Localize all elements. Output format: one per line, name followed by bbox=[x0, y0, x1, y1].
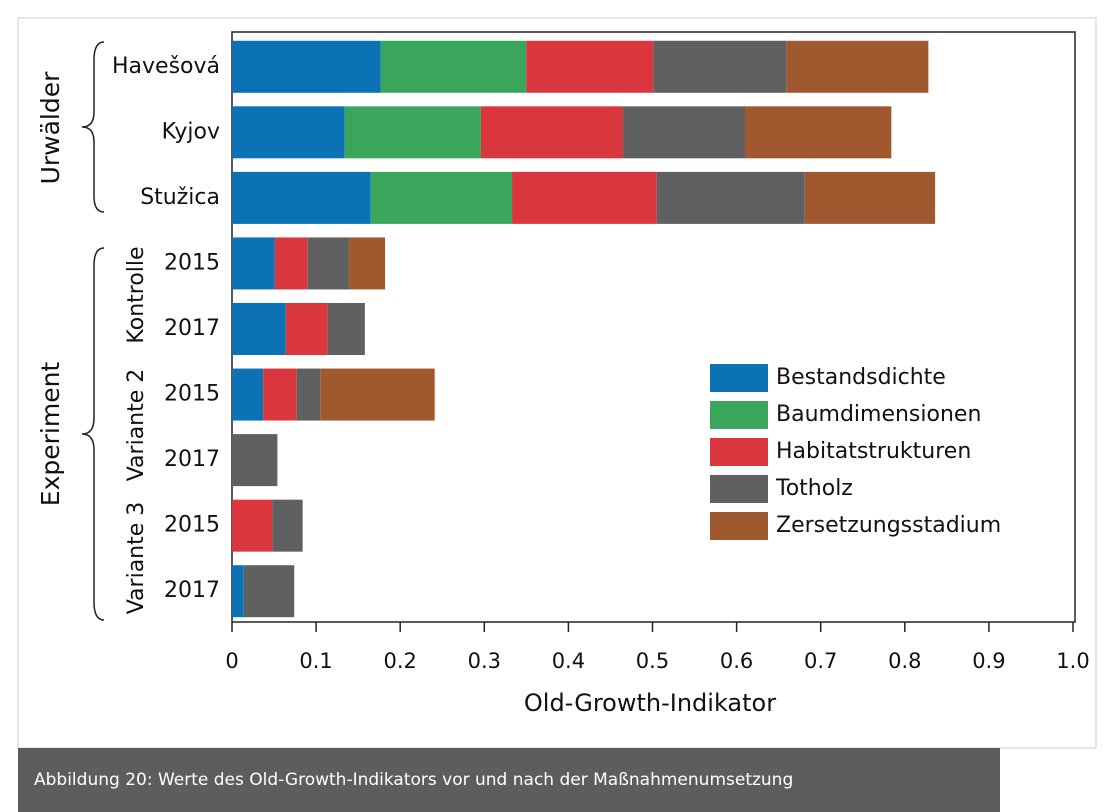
bar-segment bbox=[232, 237, 275, 290]
bar-segment bbox=[232, 565, 244, 618]
group-label: Urwälder bbox=[36, 71, 65, 185]
legend-swatch bbox=[710, 364, 768, 392]
bar-segment bbox=[327, 303, 365, 355]
bar-segment bbox=[232, 40, 381, 93]
legend-swatch bbox=[710, 438, 768, 466]
x-tick-label: 0 bbox=[225, 649, 238, 673]
bar-segment bbox=[526, 40, 654, 93]
x-tick-label: 0.9 bbox=[972, 649, 1005, 673]
bar-segment bbox=[745, 106, 892, 159]
bar-segment bbox=[296, 368, 321, 421]
bar-segment bbox=[263, 368, 297, 421]
bar-segment bbox=[232, 106, 345, 159]
legend-swatch bbox=[710, 401, 768, 429]
bar-segment bbox=[656, 171, 805, 224]
x-tick-label: 0.8 bbox=[888, 649, 921, 673]
y-tick-label: Havešová bbox=[112, 54, 220, 79]
x-axis-label: Old-Growth-Indikator bbox=[524, 689, 776, 717]
bar-segment bbox=[274, 237, 308, 290]
y-tick-label: 2015 bbox=[164, 250, 220, 275]
bar-segment bbox=[320, 368, 435, 421]
y-tick-label: 2017 bbox=[164, 578, 220, 603]
y-tick-label: 2015 bbox=[164, 513, 220, 538]
bar-segment bbox=[232, 434, 278, 487]
legend-swatch bbox=[710, 512, 768, 540]
bar-segment bbox=[272, 499, 303, 552]
bar-segment bbox=[243, 565, 295, 618]
x-tick-label: 0.1 bbox=[299, 649, 332, 673]
legend-label: Zersetzungsstadium bbox=[776, 513, 1001, 538]
bar-segment bbox=[370, 171, 513, 224]
bar-segment bbox=[232, 499, 273, 552]
subgroup-label: Variante 2 bbox=[124, 369, 149, 482]
bar-segment bbox=[653, 40, 787, 93]
y-tick-label: Kyjov bbox=[162, 119, 220, 144]
bar-segment bbox=[348, 237, 386, 290]
legend-label: Totholz bbox=[775, 476, 853, 501]
x-tick-label: 0.4 bbox=[552, 649, 585, 673]
y-tick-label: Stužica bbox=[140, 185, 220, 210]
bar-segment bbox=[232, 171, 371, 224]
bar-segment bbox=[512, 171, 657, 224]
bar-segment bbox=[307, 237, 349, 290]
y-tick-label: 2017 bbox=[164, 316, 220, 341]
bar-segment bbox=[623, 106, 746, 159]
y-tick-label: 2017 bbox=[164, 447, 220, 472]
x-tick-label: 0.7 bbox=[804, 649, 837, 673]
bar-segment bbox=[786, 40, 929, 93]
x-tick-label: 0.3 bbox=[468, 649, 501, 673]
subgroup-label: Variante 3 bbox=[124, 502, 149, 615]
bar-segment bbox=[232, 303, 286, 355]
y-tick-label: 2015 bbox=[164, 382, 220, 407]
x-tick-label: 0.2 bbox=[383, 649, 416, 673]
group-label: Experiment bbox=[36, 362, 65, 507]
x-tick-label: 0.6 bbox=[720, 649, 753, 673]
bar-segment bbox=[480, 106, 624, 159]
legend-label: Bestandsdichte bbox=[776, 365, 946, 390]
bracket bbox=[81, 247, 105, 621]
legend-swatch bbox=[710, 475, 768, 503]
bar-segment bbox=[380, 40, 527, 93]
x-tick-label: 1.0 bbox=[1056, 649, 1089, 673]
bar-segment bbox=[344, 106, 481, 159]
bar-segment bbox=[804, 171, 936, 224]
bar-segment bbox=[285, 303, 328, 355]
subgroup-label: Kontrolle bbox=[124, 246, 149, 343]
bracket bbox=[81, 41, 105, 213]
bar-segment bbox=[232, 368, 264, 421]
x-tick-label: 0.5 bbox=[636, 649, 669, 673]
caption: Abbildung 20: Werte des Old-Growth-Indik… bbox=[18, 748, 1000, 812]
legend-label: Habitatstrukturen bbox=[776, 439, 971, 464]
legend-label: Baumdimensionen bbox=[776, 402, 981, 427]
